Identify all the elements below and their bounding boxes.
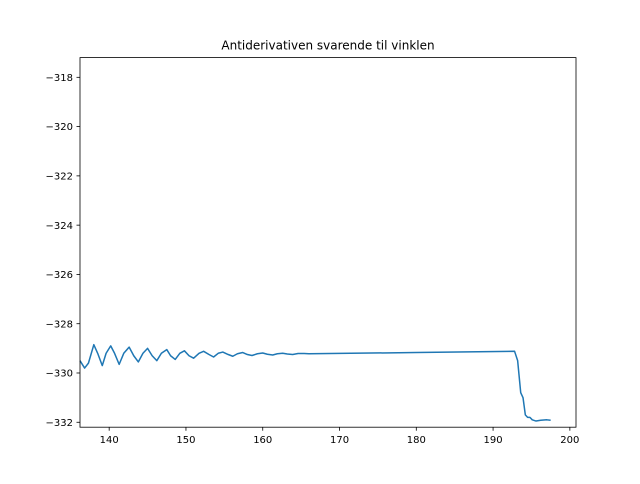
y-tick-label: −324 — [46, 221, 73, 232]
y-tick-label: −328 — [46, 319, 73, 330]
y-tick-label: −320 — [46, 122, 73, 133]
x-tick-label: 140 — [100, 435, 119, 446]
y-tick-label: −318 — [46, 73, 73, 84]
x-tick-label: 200 — [560, 435, 579, 446]
chart-title: Antiderivativen svarende til vinklen — [221, 39, 434, 53]
y-tick-label: −332 — [46, 418, 73, 429]
x-tick-label: 190 — [484, 435, 503, 446]
plot-area-frame — [79, 57, 577, 428]
x-tick-label: 150 — [176, 435, 195, 446]
x-tick-label: 170 — [330, 435, 349, 446]
x-tick-label: 160 — [253, 435, 272, 446]
x-tick-label: 180 — [407, 435, 426, 446]
y-tick-label: −322 — [46, 171, 73, 182]
y-tick-label: −326 — [46, 270, 73, 281]
series-line-1 — [79, 343, 551, 422]
y-tick-label: −330 — [46, 369, 73, 380]
